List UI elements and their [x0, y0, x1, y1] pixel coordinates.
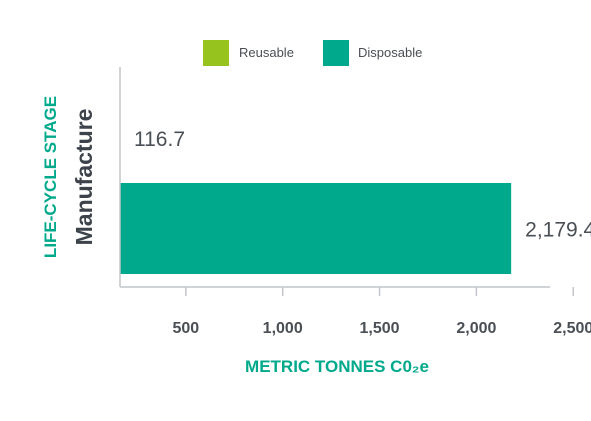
value-labels: 116.7 2,179.4	[134, 128, 591, 242]
x-tick-label-1000: 1,000	[263, 320, 303, 337]
value-label-disposable: 2,179.4	[525, 219, 591, 242]
bars	[120, 183, 512, 274]
x-axis-title: METRIC TONNES C0₂e	[245, 357, 429, 376]
legend: Reusable Disposable	[203, 40, 422, 66]
x-tick-label-500: 500	[173, 320, 200, 337]
legend-label-disposable: Disposable	[358, 45, 422, 60]
value-label-reusable: 116.7	[134, 128, 185, 151]
y-axis-title: LIFE-CYCLE STAGE	[41, 96, 60, 258]
bar-disposable	[120, 183, 512, 274]
category-label-manufacture: Manufacture	[71, 109, 97, 246]
legend-label-reusable: Reusable	[239, 45, 294, 60]
legend-swatch-disposable	[323, 40, 349, 66]
x-tick-label-2000: 2,000	[456, 320, 496, 337]
x-tick-label-1500: 1,500	[360, 320, 400, 337]
x-axis-tick-labels: 500 1,000 1,500 2,000 2,500	[173, 320, 591, 337]
x-axis-ticks	[185, 287, 574, 296]
legend-swatch-reusable	[203, 40, 229, 66]
x-tick-label-2500: 2,500	[553, 320, 591, 337]
